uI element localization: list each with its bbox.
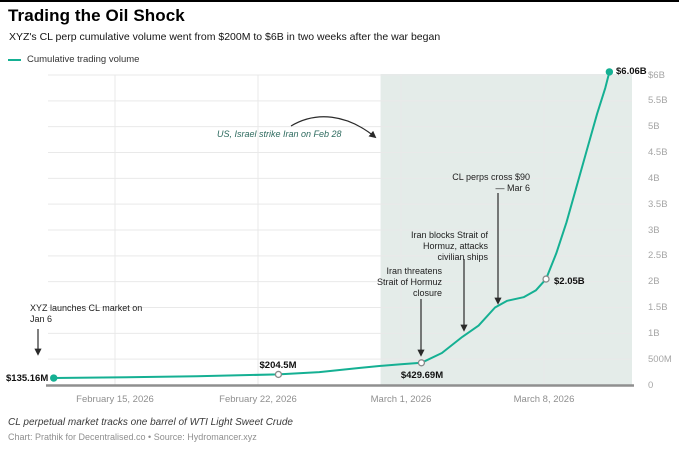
gridlines xyxy=(48,74,632,385)
data-point-open xyxy=(417,359,426,367)
perps-annotation: CL perps cross $90 — Mar 6 xyxy=(452,172,530,193)
launch-annotation: XYZ launches CL market on Jan 6 xyxy=(30,303,143,324)
y-tick-label: 2.5B xyxy=(648,250,668,262)
y-tick-label: 1.5B xyxy=(648,302,668,313)
y-tick-label: 0 xyxy=(648,379,654,391)
y-tick-label: 500M xyxy=(648,353,672,365)
strike-arrow xyxy=(290,116,377,139)
threatens-annotation: Iran threatens Strait of Hormuz closure xyxy=(376,266,442,298)
x-tick-label: March 8, 2026 xyxy=(513,394,575,405)
y-tick-label: 1B xyxy=(648,327,660,339)
y-tick-label: 3B xyxy=(648,224,660,236)
chart-title: Trading the Oil Shock xyxy=(8,6,185,25)
y-tick-label: 4.5B xyxy=(648,147,668,158)
value-label-end: $6.06B xyxy=(616,66,647,77)
data-point-open xyxy=(542,275,550,283)
value-label-429m: $429.69M xyxy=(400,370,444,381)
top-rule xyxy=(0,0,679,2)
legend-line-swatch xyxy=(8,58,21,61)
data-point-filled xyxy=(50,374,58,382)
strike-annotation: US, Israel strike Iran on Feb 28 xyxy=(217,129,342,139)
x-tick-label: March 1, 2026 xyxy=(370,394,432,405)
credit-line: Chart: Prathik for Decentralised.co • So… xyxy=(8,432,257,442)
annotation-arrows xyxy=(34,116,502,357)
y-tick-label: 2B xyxy=(648,276,660,288)
data-markers xyxy=(50,68,614,382)
data-point-filled xyxy=(605,68,614,76)
x-tick-label: February 22, 2026 xyxy=(219,394,297,405)
blocks-annotation: Iran blocks Strait of Hormuz, attacks ci… xyxy=(410,230,488,262)
y-tick-label: 4B xyxy=(648,172,660,184)
y-tick-label: 5B xyxy=(648,121,660,133)
value-label-2b: $2.05B xyxy=(554,276,585,287)
value-label-start: $135.16M xyxy=(6,373,49,384)
legend-label: Cumulative trading volume xyxy=(27,54,140,65)
x-tick-label: February 15, 2026 xyxy=(76,394,154,405)
y-tick-label: 3.5B xyxy=(648,198,668,210)
y-tick-label: $6B xyxy=(648,69,665,81)
chart-subtitle: XYZ's CL perp cumulative volume went fro… xyxy=(9,31,441,43)
data-point-open xyxy=(274,370,283,379)
value-label-204m: $204.5M xyxy=(259,360,297,371)
footnote: CL perpetual market tracks one barrel of… xyxy=(8,417,293,428)
legend: Cumulative trading volume xyxy=(8,54,139,65)
y-tick-label: 5.5B xyxy=(648,95,668,107)
volume-line xyxy=(52,70,611,379)
